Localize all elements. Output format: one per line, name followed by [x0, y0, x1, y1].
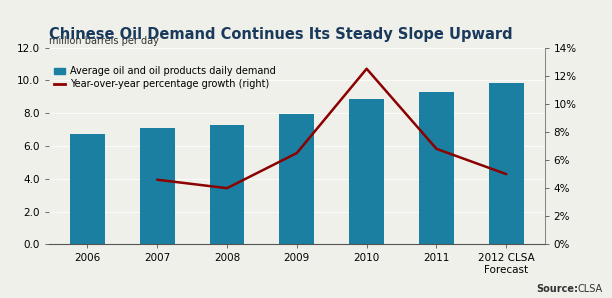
- Bar: [349, 99, 384, 244]
- Text: CLSA: CLSA: [578, 283, 603, 294]
- Text: million barrels per day: million barrels per day: [49, 36, 159, 46]
- Bar: [140, 128, 174, 244]
- Bar: [279, 114, 315, 244]
- Text: Source:: Source:: [536, 283, 578, 294]
- Bar: [209, 125, 244, 244]
- Legend: Average oil and oil products daily demand, Year-over-year percentage growth (rig: Average oil and oil products daily deman…: [54, 66, 276, 89]
- Bar: [70, 134, 105, 244]
- Bar: [419, 92, 454, 244]
- Bar: [489, 83, 524, 244]
- Text: Chinese Oil Demand Continues Its Steady Slope Upward: Chinese Oil Demand Continues Its Steady …: [49, 27, 513, 42]
